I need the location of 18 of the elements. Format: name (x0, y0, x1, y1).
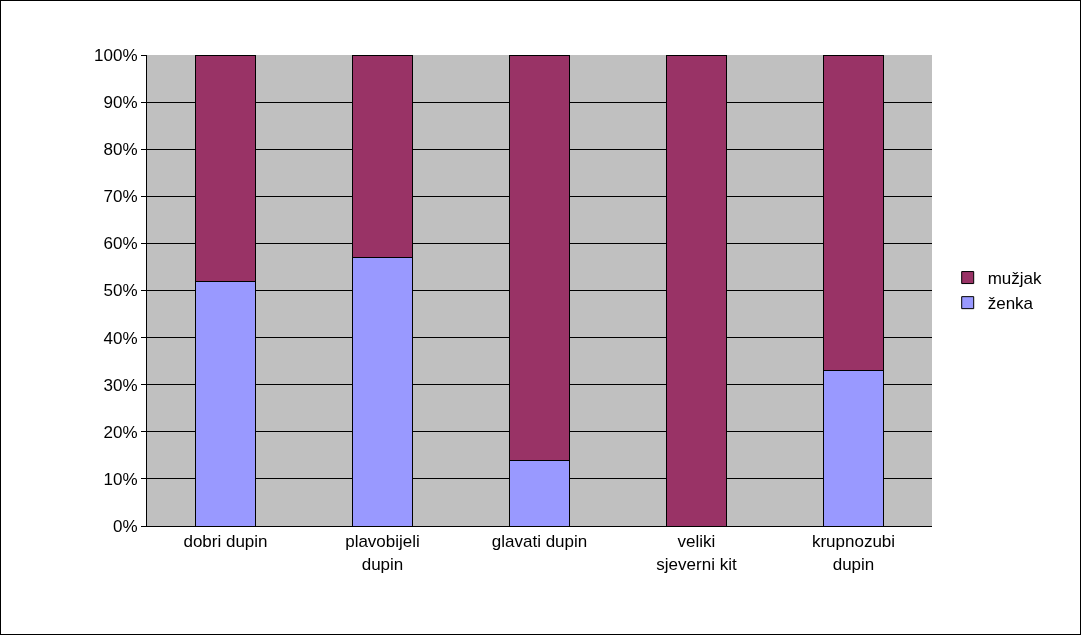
legend-label: ženka (987, 294, 1034, 314)
y-tick-label: 0% (113, 516, 138, 536)
x-tick-label: glavati dupin (491, 532, 588, 552)
y-tick-label: 50% (103, 281, 138, 301)
y-tick-label: 30% (103, 375, 138, 395)
y-tick-label: 40% (103, 328, 138, 348)
x-tick-label: plavobijeli dupin (345, 532, 420, 574)
y-tick-label: 60% (103, 234, 138, 254)
y-tick-label: 80% (103, 140, 138, 160)
y-tick-label: 100% (94, 45, 138, 65)
y-tick-label: 10% (103, 469, 138, 489)
y-tick-label: 90% (103, 93, 138, 113)
y-tick-label: 70% (103, 187, 138, 207)
y-tick-label: 20% (103, 422, 138, 442)
x-tick-label: krupnozubi dupin (811, 532, 896, 574)
x-tick-label: dobri dupin (183, 532, 268, 552)
x-tick-label: veliki sjeverni kit (656, 532, 737, 574)
legend-label: mužjak (987, 269, 1043, 289)
